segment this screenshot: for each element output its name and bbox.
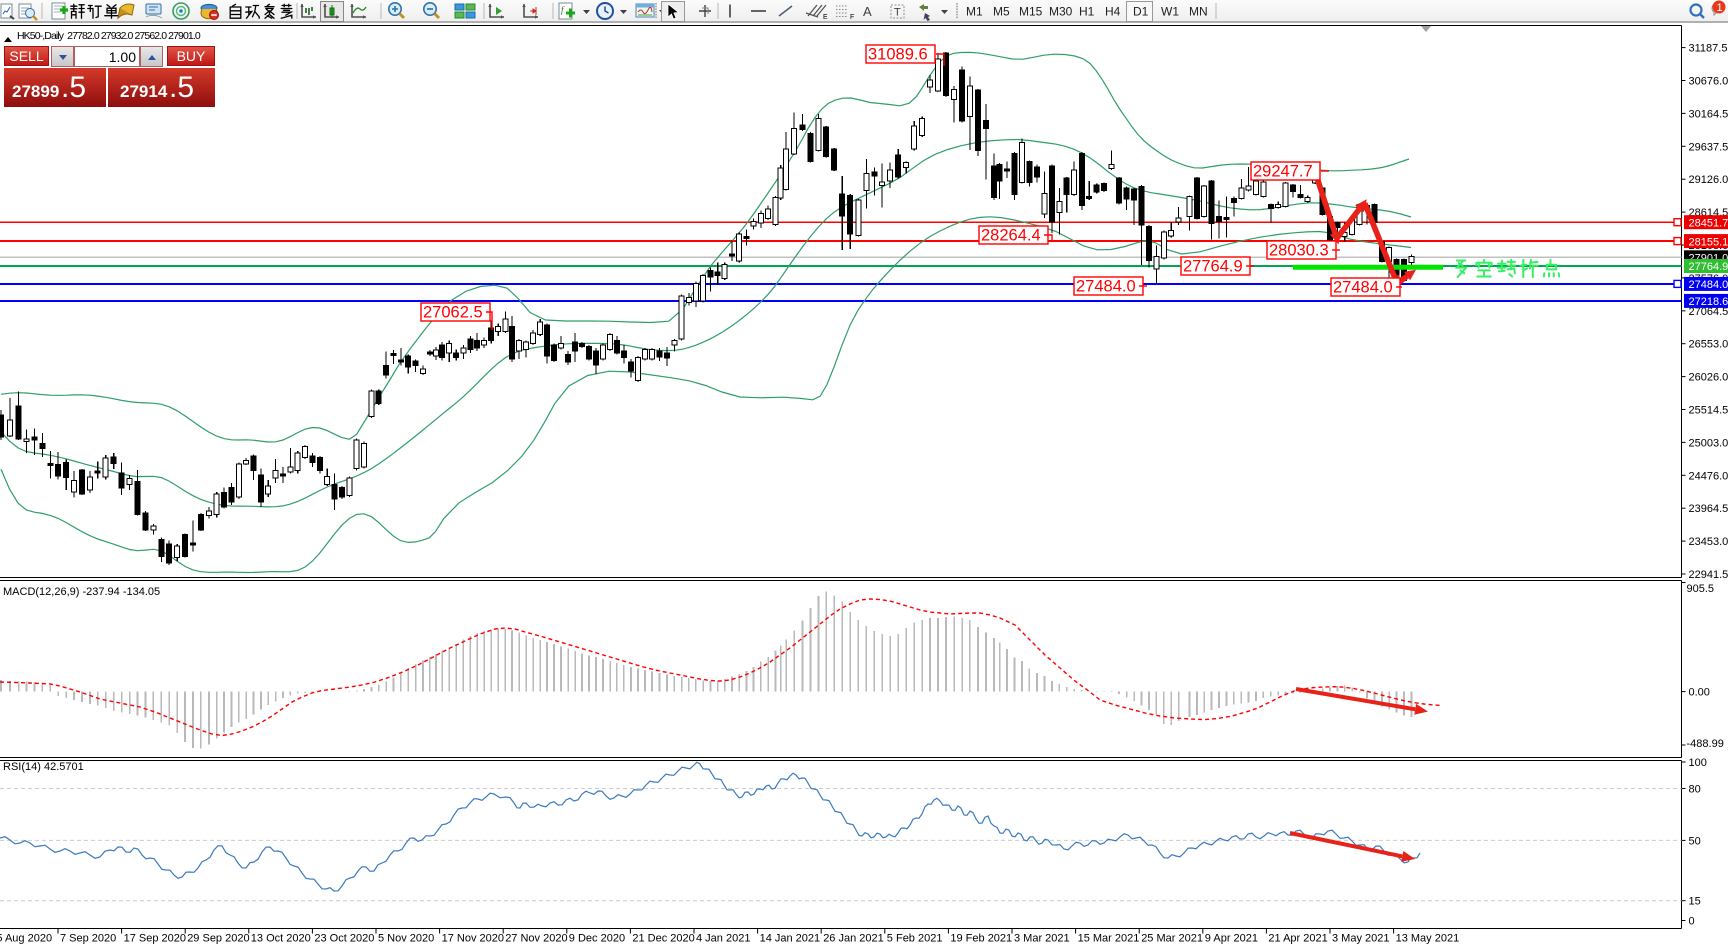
svg-text:30676.0: 30676.0 — [1689, 76, 1728, 88]
svg-text:0.00: 0.00 — [1689, 687, 1710, 699]
svg-text:26026.0: 26026.0 — [1689, 372, 1728, 384]
svg-text:W1: W1 — [1161, 5, 1179, 19]
svg-text:D1: D1 — [1133, 5, 1149, 19]
svg-text:5 Aug 2020: 5 Aug 2020 — [0, 933, 52, 945]
svg-text:100: 100 — [1689, 757, 1707, 769]
svg-text:M15: M15 — [1019, 5, 1043, 19]
svg-text:29126.0: 29126.0 — [1689, 174, 1728, 186]
svg-text:1: 1 — [1717, 2, 1723, 14]
svg-text:MN: MN — [1189, 5, 1208, 19]
svg-text:31089.6: 31089.6 — [868, 46, 928, 64]
svg-text:27484.0: 27484.0 — [1076, 278, 1136, 296]
svg-text:M5: M5 — [993, 5, 1010, 19]
svg-text:27062.5: 27062.5 — [423, 304, 483, 322]
svg-text:A: A — [863, 4, 872, 19]
svg-text:27 Nov 2020: 27 Nov 2020 — [505, 933, 567, 945]
svg-text:27218.6: 27218.6 — [1689, 296, 1728, 308]
svg-text:25003.0: 25003.0 — [1689, 437, 1728, 449]
svg-text:4 Jan 2021: 4 Jan 2021 — [696, 933, 750, 945]
svg-text:17 Sep 2020: 17 Sep 2020 — [124, 933, 186, 945]
svg-text:E: E — [823, 14, 828, 21]
svg-text:50: 50 — [1689, 835, 1701, 847]
svg-text:27484.0: 27484.0 — [1333, 279, 1393, 297]
svg-text:F: F — [850, 14, 854, 21]
svg-text:22941.5: 22941.5 — [1689, 569, 1728, 581]
svg-text:3 May 2021: 3 May 2021 — [1332, 933, 1389, 945]
svg-text:25 Mar 2021: 25 Mar 2021 — [1141, 933, 1203, 945]
svg-text:26553.0: 26553.0 — [1689, 339, 1728, 351]
svg-text:MACD(12,26,9) -237.94 -134.05: MACD(12,26,9) -237.94 -134.05 — [3, 586, 160, 598]
svg-text:9 Dec 2020: 9 Dec 2020 — [569, 933, 625, 945]
svg-text:29637.5: 29637.5 — [1689, 141, 1728, 153]
svg-text:29 Sep 2020: 29 Sep 2020 — [187, 933, 249, 945]
svg-text:f: f — [561, 5, 565, 15]
svg-text:0: 0 — [1689, 916, 1695, 928]
svg-text:H1: H1 — [1079, 5, 1095, 19]
svg-text:28264.4: 28264.4 — [981, 227, 1041, 245]
svg-text:80: 80 — [1689, 784, 1701, 796]
svg-text:T: T — [894, 7, 901, 19]
svg-text:21 Dec 2020: 21 Dec 2020 — [632, 933, 694, 945]
svg-text:31187.5: 31187.5 — [1689, 43, 1728, 55]
svg-text:17 Nov 2020: 17 Nov 2020 — [442, 933, 504, 945]
svg-text:29247.7: 29247.7 — [1253, 163, 1313, 181]
svg-text:M1: M1 — [966, 5, 983, 19]
svg-text:21 Apr 2021: 21 Apr 2021 — [1268, 933, 1327, 945]
svg-text:23 Oct 2020: 23 Oct 2020 — [314, 933, 374, 945]
svg-text:13 Oct 2020: 13 Oct 2020 — [251, 933, 311, 945]
svg-text:15: 15 — [1689, 896, 1701, 908]
svg-text:905.5: 905.5 — [1687, 583, 1715, 595]
svg-text:30164.5: 30164.5 — [1689, 108, 1728, 120]
svg-text:13 May 2021: 13 May 2021 — [1396, 933, 1460, 945]
svg-text:-488.99: -488.99 — [1687, 738, 1724, 750]
svg-text:23964.5: 23964.5 — [1689, 503, 1728, 515]
svg-text:27764.9: 27764.9 — [1689, 261, 1728, 273]
svg-text:23453.0: 23453.0 — [1689, 536, 1728, 548]
svg-text:14 Jan 2021: 14 Jan 2021 — [760, 933, 821, 945]
svg-text:28155.1: 28155.1 — [1689, 236, 1728, 248]
svg-text:28030.3: 28030.3 — [1269, 242, 1329, 260]
svg-text:9 Apr 2021: 9 Apr 2021 — [1205, 933, 1258, 945]
svg-text:7 Sep 2020: 7 Sep 2020 — [60, 933, 116, 945]
svg-text:M30: M30 — [1049, 5, 1073, 19]
svg-text:5 Nov 2020: 5 Nov 2020 — [378, 933, 434, 945]
svg-text:27484.0: 27484.0 — [1689, 279, 1728, 291]
svg-text:27064.5: 27064.5 — [1689, 306, 1728, 318]
svg-text:RSI(14) 42.5701: RSI(14) 42.5701 — [3, 761, 84, 773]
svg-text:3 Mar 2021: 3 Mar 2021 — [1014, 933, 1070, 945]
svg-text:28451.7: 28451.7 — [1689, 217, 1728, 229]
svg-text:27764.9: 27764.9 — [1183, 258, 1243, 276]
svg-text:26 Jan 2021: 26 Jan 2021 — [823, 933, 884, 945]
svg-text:H4: H4 — [1105, 5, 1121, 19]
svg-text:25514.5: 25514.5 — [1689, 405, 1728, 417]
svg-text:24476.0: 24476.0 — [1689, 470, 1728, 482]
svg-text:15 Mar 2021: 15 Mar 2021 — [1078, 933, 1140, 945]
svg-text:19 Feb 2021: 19 Feb 2021 — [950, 933, 1012, 945]
svg-text:5 Feb 2021: 5 Feb 2021 — [887, 933, 943, 945]
